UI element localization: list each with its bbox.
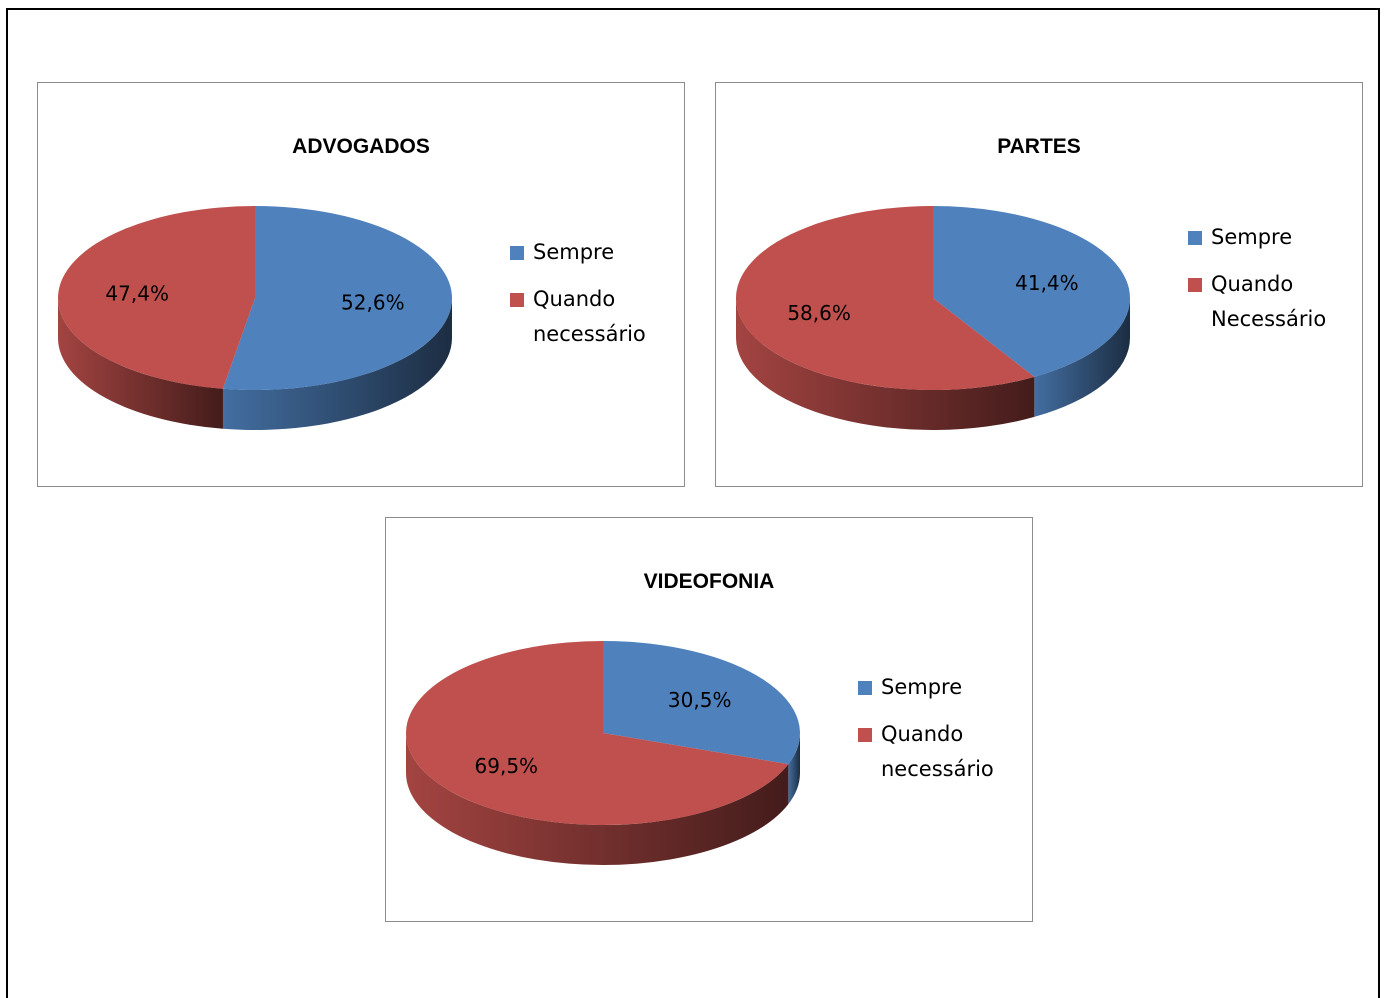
legend-swatch-quando <box>858 728 872 742</box>
pie-chart: 52,6% 47,4% <box>57 206 452 430</box>
legend-label: Sempre <box>533 240 615 264</box>
pie-side-quando <box>406 733 789 865</box>
legend-swatch-quando <box>510 293 524 307</box>
chart-legend: Sempre Quando necessário <box>858 670 1021 787</box>
slice-label-sempre: 30,5% <box>668 688 732 712</box>
slice-label-quando: 69,5% <box>475 754 539 778</box>
chart-legend: Sempre Quando necessário <box>510 235 673 352</box>
pie-slice-quando <box>57 206 255 389</box>
legend-item-sempre: Sempre <box>858 670 1021 705</box>
legend-label: Sempre <box>1211 225 1293 249</box>
pie-slice-quando <box>736 206 1035 390</box>
slice-label-sempre: 41,4% <box>1015 271 1079 295</box>
pie-side-quando <box>736 298 1035 430</box>
pie-slice-quando <box>406 641 789 825</box>
pie-chart: 41,4% 58,6% <box>736 206 1130 430</box>
legend-label: Quando Necessário <box>1211 272 1327 331</box>
legend-item-quando: Quando necessário <box>858 717 1021 787</box>
pie-slice-sempre <box>222 206 452 390</box>
chart-legend: Sempre Quando Necessário <box>1188 220 1351 337</box>
pie-slice-sempre <box>933 206 1130 377</box>
slice-label-quando: 47,4% <box>105 281 169 305</box>
pie-chart: 30,5% 69,5% <box>406 641 800 865</box>
chart-videofonia: VIDEOFONIA 30,5% 69,5% Sempre Quando nece… <box>385 517 1033 922</box>
legend-item-sempre: Sempre <box>510 235 673 270</box>
pie-side-sempre <box>1034 298 1130 417</box>
legend-swatch-sempre <box>510 246 524 260</box>
legend-label: Quando necessário <box>533 287 646 346</box>
chart-title: PARTES <box>997 135 1081 158</box>
pie-side-sempre <box>222 298 452 430</box>
chart-title: VIDEOFONIA <box>643 570 775 593</box>
legend-item-quando: Quando necessário <box>510 282 673 352</box>
legend-item-sempre: Sempre <box>1188 220 1351 255</box>
legend-label: Sempre <box>881 675 963 699</box>
chart-title: ADVOGADOS <box>292 135 430 158</box>
slice-label-sempre: 52,6% <box>341 291 405 315</box>
pie-slice-sempre <box>603 641 800 765</box>
slice-label-quando: 58,6% <box>787 301 851 325</box>
pie-side-quando <box>58 298 223 429</box>
page-frame <box>6 8 1380 998</box>
legend-item-quando: Quando Necessário <box>1188 267 1351 337</box>
legend-swatch-sempre <box>1188 231 1202 245</box>
legend-label: Quando necessário <box>881 722 994 781</box>
chart-advogados: ADVOGADOS 52,6% 47,4% Sempre Quando neces… <box>37 82 685 487</box>
pie-side-sempre <box>788 733 800 805</box>
legend-swatch-sempre <box>858 681 872 695</box>
legend-swatch-quando <box>1188 278 1202 292</box>
chart-partes: PARTES 41,4% 58,6% Sempre Quando Necessár… <box>715 82 1363 487</box>
